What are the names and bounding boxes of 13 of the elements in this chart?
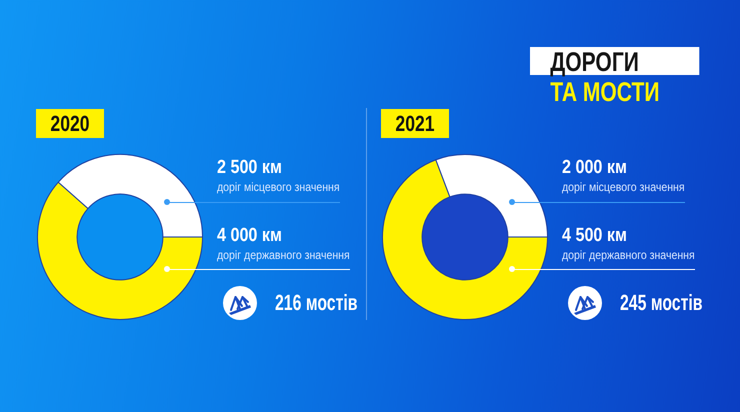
chart-title: ДОРОГИ ТА МОСТИ xyxy=(530,47,700,107)
chart-subtitle: 2020 xyxy=(36,109,104,138)
slice-label: доріг державного значення xyxy=(562,248,695,262)
data-label: 4 000 км xyxy=(217,225,282,246)
data-label: 2 500 км xyxy=(217,157,282,178)
chart-subtitle: 2021 xyxy=(381,109,449,138)
slice-label: доріг місцевого значення xyxy=(562,180,685,194)
slice-label: доріг державного значення xyxy=(217,248,350,262)
text: 216 мостів xyxy=(275,290,358,315)
data-label: 2 000 км xyxy=(562,157,627,178)
data-label: 4 500 км xyxy=(562,225,627,246)
text: 245 мостів xyxy=(620,290,703,315)
slice-label: доріг місцевого значення xyxy=(217,180,340,194)
